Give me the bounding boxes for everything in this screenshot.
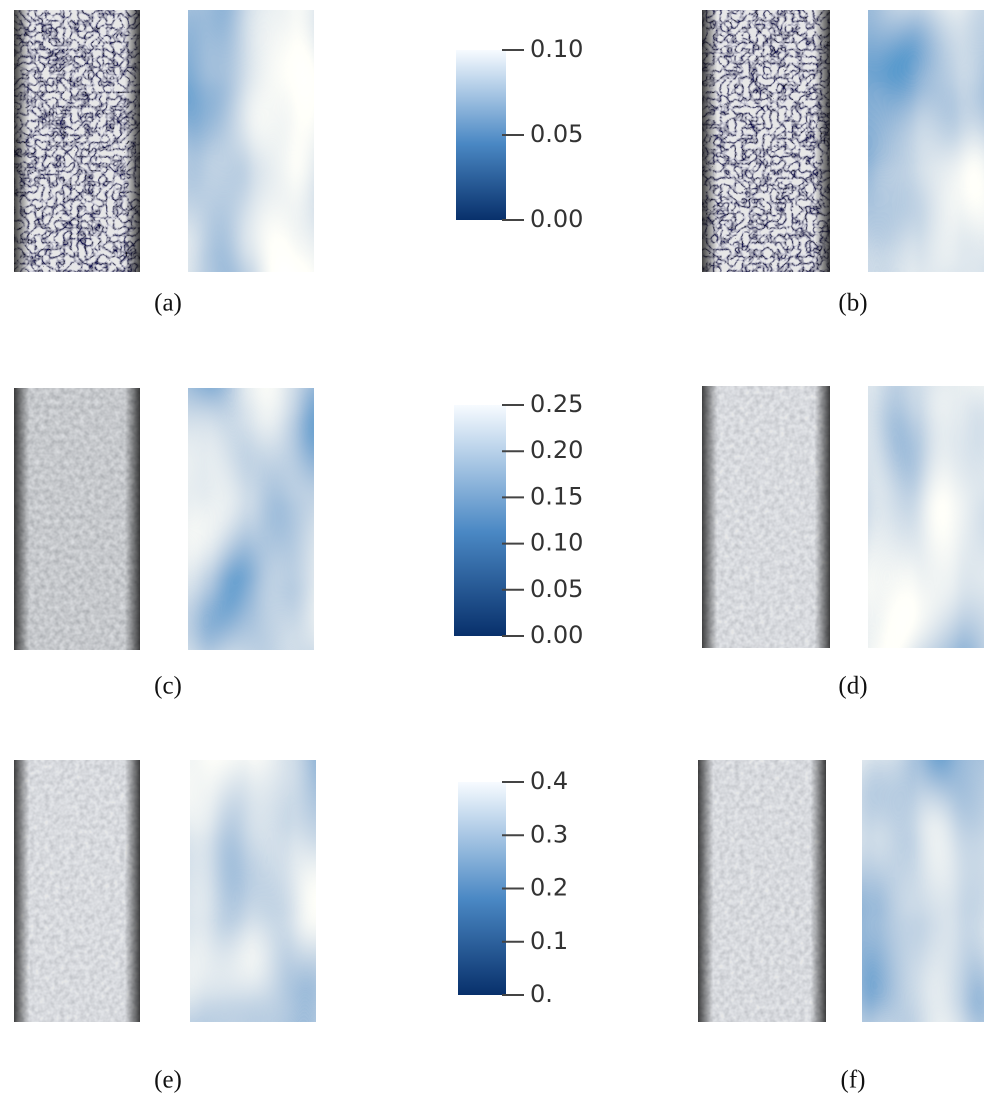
colorbar (458, 782, 506, 995)
colorbar-tick-label: 0.05 (530, 120, 583, 148)
colorbar-tick-label: 0.2 (530, 874, 568, 902)
panel-label: (e) (154, 1067, 182, 1094)
simulation-field (868, 386, 984, 648)
panel-label: (b) (838, 290, 867, 317)
colorbar-tick-label: 0.3 (530, 820, 568, 848)
colorbar-tick-label: 0.25 (530, 390, 583, 418)
photo-shade (14, 388, 140, 650)
colorbar-tick-label: 0.20 (530, 436, 583, 464)
colorbar-tick-label: 0.00 (530, 621, 583, 649)
panel-label: (d) (838, 673, 867, 700)
photo-shade (702, 10, 830, 272)
photo-shade (14, 10, 140, 272)
simulation-field (188, 10, 314, 272)
colorbar-tick-label: 0.10 (530, 35, 583, 63)
simulation-field (190, 760, 316, 1022)
simulation-field (868, 10, 984, 272)
colorbar-tick-label: 0.15 (530, 482, 583, 510)
colorbar-tick-label: 0.05 (530, 575, 583, 603)
simulation-field (862, 760, 984, 1022)
colorbar-tick-label: 0. (530, 980, 553, 1008)
colorbar (454, 405, 506, 636)
figure: (a) (b) (c) (d) (e) (f) 0.10 0.05 0.00 0.25… (0, 0, 984, 1100)
panel-label: (f) (841, 1067, 866, 1094)
colorbar (456, 50, 506, 220)
photo-shade (698, 760, 826, 1022)
colorbar-tick-label: 0.4 (530, 767, 568, 795)
colorbar-tick-label: 0.10 (530, 529, 583, 557)
photo-shade (702, 386, 830, 648)
colorbar-tick-label: 0.1 (530, 927, 568, 955)
colorbar-tick-label: 0.00 (530, 205, 583, 233)
photo-shade (14, 760, 140, 1022)
simulation-field (188, 388, 314, 650)
panel-label: (a) (154, 290, 182, 317)
panel-label: (c) (154, 673, 182, 700)
